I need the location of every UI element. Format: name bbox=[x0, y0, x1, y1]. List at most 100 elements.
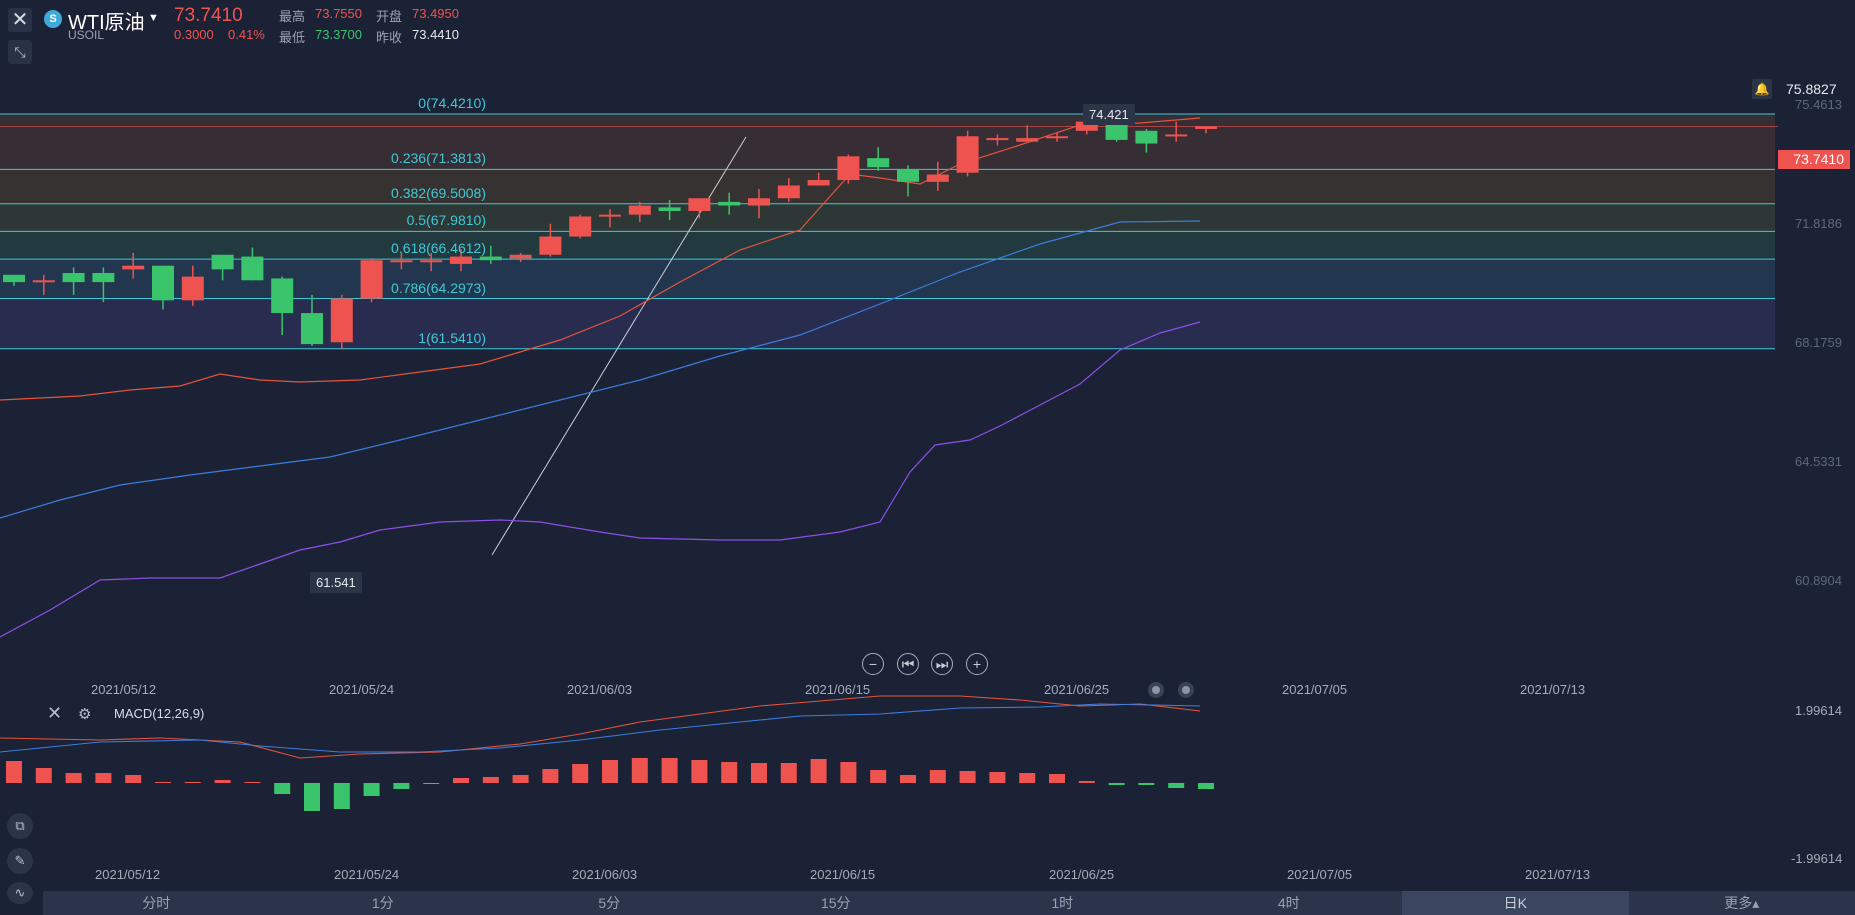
date-label: 2021/06/25 bbox=[1044, 682, 1110, 697]
candle-body bbox=[271, 278, 294, 314]
candle-body bbox=[777, 185, 800, 199]
macd-settings-gear-icon[interactable]: ⚙ bbox=[78, 706, 92, 723]
candle-body bbox=[330, 298, 353, 343]
candle-body bbox=[420, 260, 443, 263]
prev-close-label: 昨收 bbox=[376, 30, 403, 45]
timeframe-tab[interactable]: 1时 bbox=[1051, 895, 1074, 911]
candle-body bbox=[628, 205, 651, 215]
shrink-icon[interactable]: ⤡ bbox=[8, 40, 32, 64]
macd-histogram-bar bbox=[989, 772, 1006, 783]
candle-body bbox=[1195, 126, 1217, 129]
high-price-tooltip: 74.421 bbox=[1083, 104, 1135, 125]
timeframe-tab[interactable]: 1分 bbox=[371, 895, 394, 911]
candle-body bbox=[509, 254, 532, 259]
macd-date-label: 2021/07/13 bbox=[1525, 867, 1591, 882]
candle-body bbox=[926, 174, 949, 182]
candle-body bbox=[122, 265, 145, 270]
timeframe-tab[interactable]: 日K bbox=[1402, 891, 1629, 915]
candle-body bbox=[688, 198, 711, 212]
candle-body bbox=[241, 256, 264, 281]
symbol-code: USOIL bbox=[68, 28, 105, 42]
macd-histogram-bar bbox=[1138, 783, 1155, 785]
candle-body bbox=[569, 216, 592, 237]
candle-body bbox=[1135, 130, 1158, 144]
last-price: 73.7410 bbox=[174, 5, 243, 26]
price-tick: 64.5331 bbox=[1795, 454, 1842, 469]
fib-level-label: 0.236(71.3813) bbox=[391, 150, 486, 167]
fib-band bbox=[0, 259, 1775, 299]
macd-histogram-bar bbox=[1168, 783, 1185, 788]
macd-histogram-bar bbox=[423, 783, 440, 784]
low-label: 最低 bbox=[279, 30, 306, 45]
macd-histogram-bar bbox=[214, 780, 231, 783]
candle-body bbox=[867, 158, 890, 168]
macd-date-label: 2021/05/24 bbox=[334, 867, 400, 882]
macd-histogram-bar bbox=[155, 782, 171, 783]
macd-histogram-bar bbox=[1049, 774, 1065, 783]
timeframe-tab[interactable]: 更多▴ bbox=[1724, 895, 1760, 911]
open-label: 开盘 bbox=[376, 9, 403, 24]
macd-histogram-bar bbox=[274, 783, 291, 794]
timeframe-tab[interactable]: 4时 bbox=[1277, 895, 1300, 911]
settings-dot-icon[interactable] bbox=[1148, 682, 1164, 698]
candle-body bbox=[658, 207, 681, 212]
fib-level-label: 0.382(69.5008) bbox=[391, 184, 486, 201]
date-label: 2021/05/12 bbox=[91, 682, 157, 697]
macd-histogram-bar bbox=[810, 759, 827, 783]
candle-body bbox=[152, 265, 174, 301]
macd-histogram-bar bbox=[751, 763, 767, 783]
price-tick: 68.1759 bbox=[1795, 335, 1842, 350]
candle-body bbox=[181, 276, 204, 301]
date-label: 2021/05/24 bbox=[329, 682, 395, 697]
macd-histogram-bar bbox=[35, 768, 52, 783]
macd-histogram-bar bbox=[929, 770, 946, 783]
macd-histogram-bar bbox=[572, 764, 589, 783]
date-label: 2021/07/13 bbox=[1520, 682, 1586, 697]
indicator-tool-icon[interactable]: ⧉ bbox=[7, 813, 33, 839]
symbol-dropdown-caret-icon[interactable]: ▼ bbox=[148, 12, 159, 24]
low-price-tooltip: 61.541 bbox=[310, 572, 362, 593]
macd-histogram-bar bbox=[1198, 783, 1214, 789]
macd-histogram-bar bbox=[244, 782, 261, 783]
candle-body bbox=[479, 256, 502, 261]
timeframe-tab[interactable]: 分时 bbox=[142, 895, 171, 911]
macd-histogram-bar bbox=[840, 762, 857, 783]
fib-band bbox=[0, 298, 1775, 349]
settings-dot-icon[interactable] bbox=[1178, 682, 1194, 698]
candle-body bbox=[360, 260, 383, 299]
alert-bell-icon[interactable]: 🔔 bbox=[1752, 79, 1772, 99]
macd-close-icon[interactable]: ✕ bbox=[47, 703, 63, 723]
zoom-in-button[interactable]: + bbox=[966, 653, 988, 675]
macd-date-label: 2021/05/12 bbox=[95, 867, 161, 882]
draw-pencil-icon[interactable]: ✎ bbox=[7, 848, 33, 874]
close-icon[interactable]: ✕ bbox=[8, 8, 32, 32]
price-tick: 60.8904 bbox=[1795, 573, 1842, 588]
chart-type-icon[interactable]: ∿ bbox=[7, 882, 33, 904]
macd-label: MACD(12,26,9) bbox=[114, 706, 205, 721]
candle-body bbox=[1165, 134, 1188, 137]
alert-price: 75.8827 bbox=[1786, 81, 1837, 97]
macd-histogram-bar bbox=[184, 782, 201, 783]
candle-body bbox=[897, 169, 919, 182]
candle-body bbox=[956, 136, 979, 173]
candle-body bbox=[599, 214, 621, 217]
candle-body bbox=[837, 156, 860, 181]
rewind-button[interactable]: ⏮ bbox=[897, 653, 919, 675]
high-label: 最高 bbox=[279, 9, 306, 24]
date-label: 2021/06/15 bbox=[805, 682, 871, 697]
fib-level-label: 1(61.5410) bbox=[418, 329, 486, 346]
lower-band-line bbox=[0, 321, 1201, 638]
symbol-name[interactable]: WTI原油 bbox=[68, 12, 145, 34]
macd-histogram-bar bbox=[631, 758, 648, 783]
macd-date-label: 2021/06/03 bbox=[572, 867, 638, 882]
date-label: 2021/07/05 bbox=[1282, 682, 1348, 697]
candle-body bbox=[92, 272, 115, 283]
forward-button[interactable]: ⏭ bbox=[931, 653, 953, 675]
timeframe-tab[interactable]: 5分 bbox=[598, 895, 621, 911]
timeframe-tab[interactable]: 15分 bbox=[820, 895, 851, 911]
candlestick-chart[interactable] bbox=[0, 0, 1855, 890]
zoom-out-button[interactable]: − bbox=[862, 653, 884, 675]
macd-histogram-bar bbox=[661, 758, 678, 783]
candle-body bbox=[748, 198, 770, 206]
macd-histogram-bar bbox=[542, 769, 559, 783]
